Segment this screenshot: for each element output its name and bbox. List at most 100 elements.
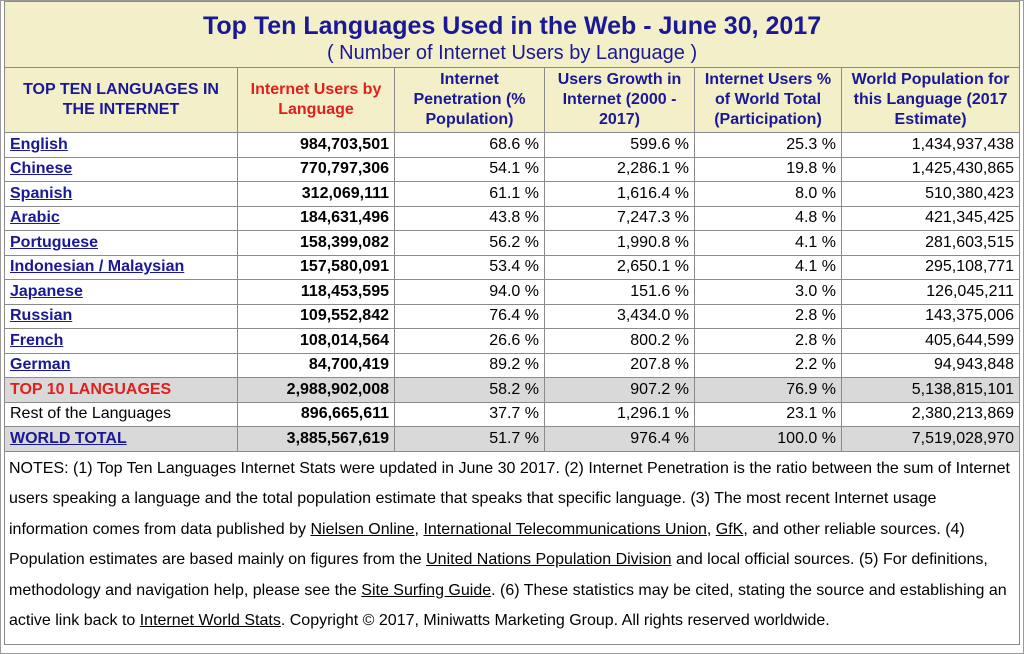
cell-penetration: 68.6 %: [394, 132, 545, 158]
cell-population: 126,045,211: [840, 279, 1021, 305]
cell-population: 2,380,213,869: [840, 401, 1021, 427]
cell-growth: 599.6 %: [544, 132, 695, 158]
cell-population: 405,644,599: [840, 328, 1021, 354]
page-title: Top Ten Languages Used in the Web - June…: [202, 11, 822, 40]
header-users: Internet Users by Language: [237, 67, 395, 133]
cell-growth: 1,296.1 %: [544, 401, 695, 427]
cell-users: 770,797,306: [237, 156, 395, 182]
header-population: World Population for this Language (2017…: [840, 67, 1021, 133]
table-row: Russian 109,552,842 76.4 % 3,434.0 % 2.8…: [4, 303, 1021, 329]
link-gfk[interactable]: GfK: [715, 520, 744, 538]
languages-table: Top Ten Languages Used in the Web - June…: [3, 1, 1021, 645]
cell-share: 25.3 %: [694, 132, 842, 158]
cell-penetration: 51.7 %: [394, 426, 545, 452]
link-itu[interactable]: International Telecommunications Union: [423, 520, 707, 538]
rest-summary-row: Rest of the Languages 896,665,611 37.7 %…: [4, 401, 1021, 427]
language-link-portuguese[interactable]: Portuguese: [10, 233, 99, 251]
table-row: Arabic 184,631,496 43.8 % 7,247.3 % 4.8 …: [4, 205, 1021, 231]
language-link-russian[interactable]: Russian: [10, 307, 73, 325]
header-penetration: Internet Penetration (% Population): [394, 67, 545, 133]
notes-text-4: . (6) These statistics may be cited, sta…: [9, 581, 1007, 630]
top10-summary-row: TOP 10 LANGUAGES 2,988,902,008 58.2 % 90…: [4, 377, 1021, 403]
language-link-arabic[interactable]: Arabic: [10, 209, 60, 227]
language-link-english[interactable]: English: [10, 135, 68, 153]
cell-growth: 2,650.1 %: [544, 254, 695, 280]
link-un-population-division[interactable]: United Nations Population Division: [426, 551, 672, 568]
cell-population: 143,375,006: [840, 303, 1021, 329]
cell-share: 8.0 %: [694, 181, 842, 207]
cell-population: 1,425,430,865: [840, 156, 1021, 182]
cell-population: 1,434,937,438: [840, 132, 1021, 158]
language-link-spanish[interactable]: Spanish: [10, 184, 73, 202]
cell-growth: 207.8 %: [544, 352, 695, 378]
cell-share: 4.1 %: [694, 230, 842, 256]
table-title-cell: Top Ten Languages Used in the Web - June…: [3, 1, 1021, 68]
cell-penetration: 54.1 %: [394, 156, 545, 182]
cell-growth: 907.2 %: [544, 377, 695, 403]
cell-penetration: 37.7 %: [394, 401, 545, 427]
cell-growth: 976.4 %: [544, 426, 695, 452]
world-total-row: WORLD TOTAL 3,885,567,619 51.7 % 976.4 %…: [4, 426, 1021, 452]
cell-growth: 151.6 %: [544, 279, 695, 305]
cell-penetration: 58.2 %: [394, 377, 545, 403]
cell-share: 3.0 %: [694, 279, 842, 305]
page-subtitle: ( Number of Internet Users by Language ): [326, 41, 698, 64]
cell-users: 108,014,564: [237, 328, 395, 354]
notes-sep-2: ,: [706, 520, 716, 538]
cell-penetration: 43.8 %: [394, 205, 545, 231]
cell-penetration: 89.2 %: [394, 352, 545, 378]
table-row: French 108,014,564 26.6 % 800.2 % 2.8 % …: [4, 328, 1021, 354]
cell-penetration: 61.1 %: [394, 181, 545, 207]
cell-share: 2.8 %: [694, 303, 842, 329]
cell-users: 109,552,842: [237, 303, 395, 329]
cell-share: 2.8 %: [694, 328, 842, 354]
world-total-link[interactable]: WORLD TOTAL: [10, 429, 127, 447]
cell-users: 157,580,091: [237, 254, 395, 280]
table-row: Indonesian / Malaysian 157,580,091 53.4 …: [4, 254, 1021, 280]
language-link-japanese[interactable]: Japanese: [10, 282, 83, 300]
language-link-french[interactable]: French: [10, 331, 64, 349]
link-site-surfing-guide[interactable]: Site Surfing Guide: [361, 581, 492, 599]
table-row: Spanish 312,069,111 61.1 % 1,616.4 % 8.0…: [4, 181, 1021, 207]
cell-growth: 3,434.0 %: [544, 303, 695, 329]
cell-share: 2.2 %: [694, 352, 842, 378]
cell-users: 312,069,111: [237, 181, 395, 207]
link-internet-world-stats[interactable]: Internet World Stats: [139, 612, 281, 629]
header-growth: Users Growth in Internet (2000 - 2017): [544, 67, 695, 133]
cell-users: 984,703,501: [237, 132, 395, 158]
cell-growth: 800.2 %: [544, 328, 695, 354]
cell-users: 118,453,595: [237, 279, 395, 305]
cell-growth: 2,286.1 %: [544, 156, 695, 182]
notes-text-2: , and other reliable sources. (4) Popula…: [9, 520, 965, 569]
cell-population: 5,138,815,101: [840, 377, 1021, 403]
link-nielsen-online[interactable]: Nielsen Online: [310, 520, 415, 538]
table-row: Portuguese 158,399,082 56.2 % 1,990.8 % …: [4, 230, 1021, 256]
notes-section: NOTES: (1) Top Ten Languages Internet St…: [3, 450, 1021, 645]
cell-share: 19.8 %: [694, 156, 842, 182]
cell-penetration: 76.4 %: [394, 303, 545, 329]
cell-population: 510,380,423: [840, 181, 1021, 207]
cell-users: 896,665,611: [237, 401, 395, 427]
cell-population: 281,603,515: [840, 230, 1021, 256]
cell-share: 4.8 %: [694, 205, 842, 231]
cell-users: 2,988,902,008: [237, 377, 395, 403]
cell-population: 295,108,771: [840, 254, 1021, 280]
notes-text-5: . Copyright © 2017, Miniwatts Marketing …: [280, 612, 830, 629]
rest-label: Rest of the Languages: [4, 401, 238, 427]
cell-share: 23.1 %: [694, 401, 842, 427]
language-link-indonesian-malaysian[interactable]: Indonesian / Malaysian: [10, 258, 185, 276]
language-link-chinese[interactable]: Chinese: [10, 160, 73, 178]
header-language: TOP TEN LANGUAGES IN THE INTERNET: [4, 67, 238, 133]
language-link-german[interactable]: German: [10, 356, 71, 374]
cell-penetration: 94.0 %: [394, 279, 545, 305]
cell-users: 3,885,567,619: [237, 426, 395, 452]
cell-penetration: 26.6 %: [394, 328, 545, 354]
cell-share: 100.0 %: [694, 426, 842, 452]
cell-population: 7,519,028,970: [840, 426, 1021, 452]
cell-penetration: 53.4 %: [394, 254, 545, 280]
top10-label: TOP 10 LANGUAGES: [10, 380, 172, 398]
table-row: Japanese 118,453,595 94.0 % 151.6 % 3.0 …: [4, 279, 1021, 305]
notes-text-3: and local official sources. (5) For defi…: [9, 551, 988, 599]
cell-growth: 1,990.8 %: [544, 230, 695, 256]
